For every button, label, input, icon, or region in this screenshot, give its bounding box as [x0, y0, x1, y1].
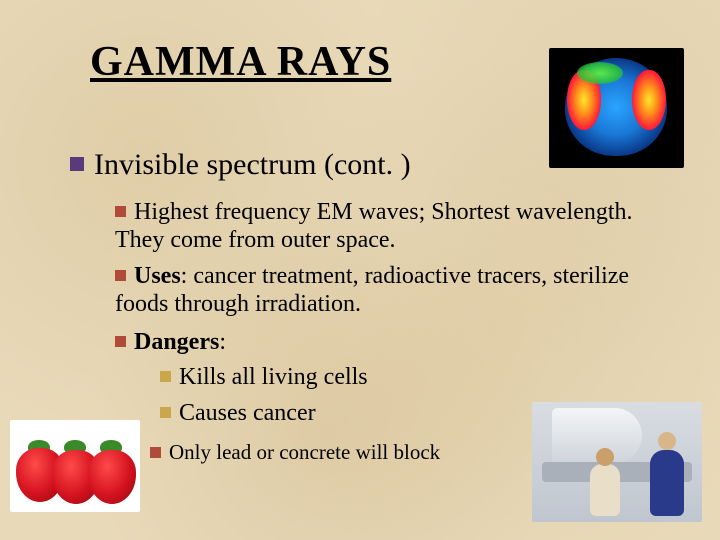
- slide-root: GAMMA RAYS Invisible spectrum (cont. ) H…: [0, 0, 720, 540]
- bullet-square-l1-icon: [70, 157, 84, 171]
- bullet-square-l3-icon: [160, 407, 171, 418]
- item-dangers-lead: Dangers: [134, 329, 219, 355]
- pet-brain-scan-image: [549, 48, 684, 168]
- item-highest-text: Highest frequency EM waves; Shortest wav…: [115, 199, 633, 253]
- item-dangers: Dangers:: [115, 328, 670, 356]
- bullet-square-l2-icon: [115, 206, 126, 217]
- strawberry-icon: [88, 450, 136, 504]
- strawberries-image: [10, 420, 140, 512]
- sub-causes: Causes cancer: [160, 400, 316, 427]
- bullet-square-l2-icon: [115, 270, 126, 281]
- level1-text: Invisible spectrum (cont. ): [94, 148, 411, 181]
- item-uses: Uses: cancer treatment, radioactive trac…: [115, 262, 670, 319]
- brain-hot-region-icon: [632, 70, 666, 130]
- item-dangers-rest: :: [219, 329, 226, 355]
- brain-cool-region-icon: [577, 62, 623, 84]
- patient-icon: [590, 464, 620, 516]
- radiation-therapy-image: [532, 402, 702, 522]
- item-highest: Highest frequency EM waves; Shortest wav…: [115, 198, 670, 255]
- level1-line: Invisible spectrum (cont. ): [70, 148, 411, 182]
- item-uses-lead: Uses: [134, 263, 181, 289]
- item-lead-concrete-text: Only lead or concrete will block: [169, 440, 440, 464]
- bullet-square-l2-icon: [115, 336, 126, 347]
- sub-kills-text: Kills all living cells: [179, 364, 368, 390]
- slide-title: GAMMA RAYS: [90, 38, 391, 86]
- sub-causes-text: Causes cancer: [179, 400, 316, 426]
- technician-icon: [650, 450, 684, 516]
- sub-kills: Kills all living cells: [160, 364, 368, 391]
- bullet-square-l3-icon: [160, 371, 171, 382]
- bullet-square-l2-icon: [150, 447, 161, 458]
- item-uses-rest: : cancer treatment, radioactive tracers,…: [115, 263, 629, 317]
